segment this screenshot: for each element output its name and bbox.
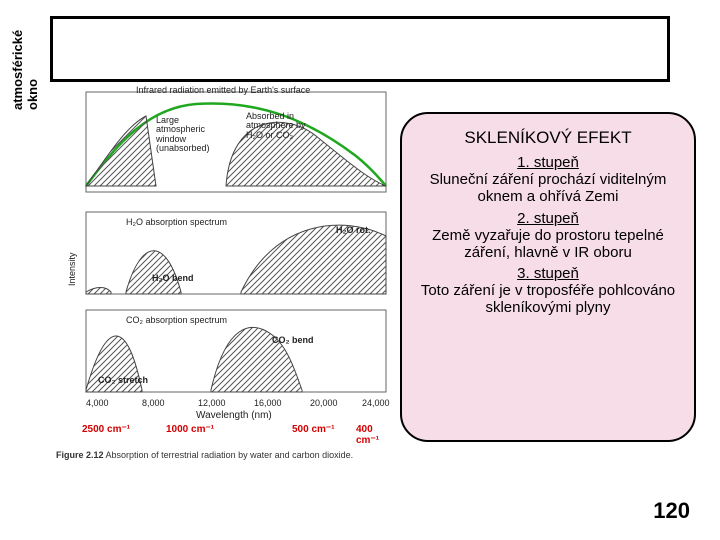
page-number: 120 — [653, 498, 690, 524]
vl-line1: atmosférickéokno — [10, 30, 40, 110]
tick-cm-2: 500 cm⁻¹ — [292, 424, 335, 435]
figure-caption-bold: Figure 2.12 — [56, 450, 104, 460]
tick-cm-1: 1000 cm⁻¹ — [166, 424, 214, 435]
step1-head: 1. stupeň — [412, 154, 684, 171]
black-frame — [50, 16, 670, 82]
tick-nm-3: 16,000 — [254, 398, 282, 408]
step2-head: 2. stupeň — [412, 210, 684, 227]
step2-body: Země vyzařuje do prostoru tepelné záření… — [416, 227, 680, 262]
step3-head: 3. stupeň — [412, 265, 684, 282]
absorbed-label: Absorbed inatmosphere byH₂O or CO₂ — [246, 112, 316, 140]
chart-area: Infrared radiation emitted by Earth's su… — [56, 86, 396, 446]
h2o-spectrum-label: H₂O absorption spectrum — [126, 218, 227, 227]
co2-stretch-label: CO₂ stretch — [98, 376, 148, 385]
step3-body: Toto záření je v troposféře pohlcováno s… — [416, 282, 680, 317]
tick-nm-1: 8,000 — [142, 398, 165, 408]
tick-nm-0: 4,000 — [86, 398, 109, 408]
h2o-rot-label: H₂O rot. — [336, 226, 371, 235]
co2-spectrum-label: CO₂ absorption spectrum — [126, 316, 227, 325]
callout-panel: SKLENÍKOVÝ EFEKT 1. stupeň Sluneční záře… — [400, 112, 696, 442]
co2-bend-label: CO₂ bend — [272, 336, 314, 345]
tick-cm-3: 400 cm⁻¹ — [356, 424, 396, 446]
panel1-top-label: Infrared radiation emitted by Earth's su… — [136, 86, 310, 95]
h2o-bend-label: H₂O bend — [152, 274, 194, 283]
step1-body: Sluneční záření prochází viditelným okne… — [416, 171, 680, 206]
callout-title: SKLENÍKOVÝ EFEKT — [412, 128, 684, 148]
figure-caption-rest: Absorption of terrestrial radiation by w… — [104, 450, 354, 460]
tick-nm-2: 12,000 — [198, 398, 226, 408]
vertical-axis-label: atmosférickéokno — [10, 30, 40, 110]
figure-caption: Figure 2.12 Absorption of terrestrial ra… — [56, 450, 353, 460]
tick-nm-4: 20,000 — [310, 398, 338, 408]
spectra-svg — [56, 86, 396, 416]
tick-cm-0: 2500 cm⁻¹ — [82, 424, 130, 435]
y-intensity-label: Intensity — [68, 252, 77, 286]
wavelength-label: Wavelength (nm) — [196, 410, 272, 421]
large-window-label: Largeatmosphericwindow(unabsorbed) — [156, 116, 226, 154]
tick-nm-5: 24,000 — [362, 398, 390, 408]
